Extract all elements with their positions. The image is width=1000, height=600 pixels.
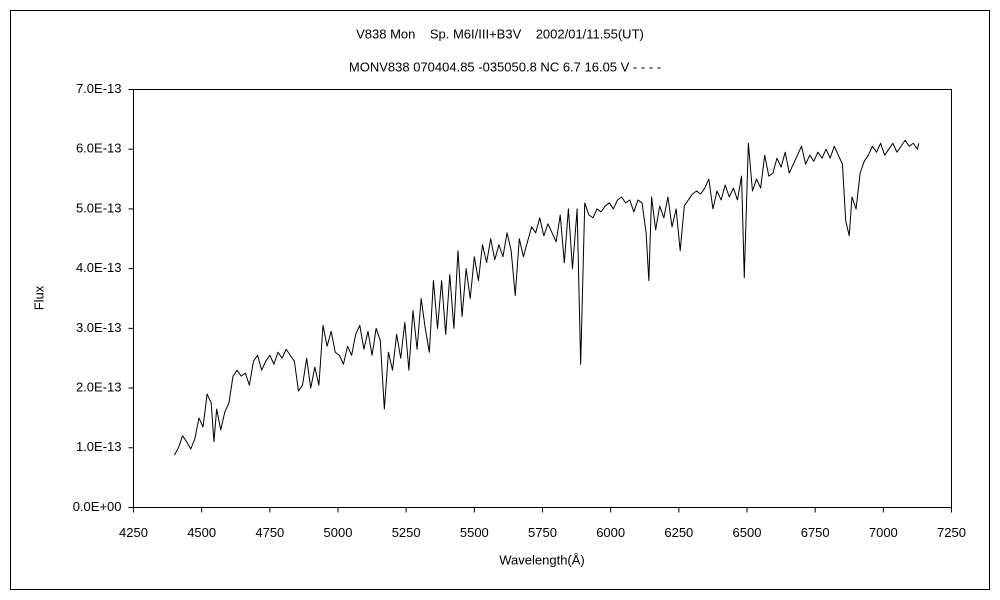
y-tick-label: 4.0E-13 bbox=[76, 260, 122, 275]
x-tick-label: 5250 bbox=[392, 525, 421, 540]
x-tick-label: 5500 bbox=[460, 525, 489, 540]
y-tick-label: 3.0E-13 bbox=[76, 320, 122, 335]
x-tick-label: 4750 bbox=[255, 525, 284, 540]
x-tick-label: 4500 bbox=[187, 525, 216, 540]
x-tick-label: 6000 bbox=[596, 525, 625, 540]
x-tick-label: 6250 bbox=[664, 525, 693, 540]
y-axis-label: Flux bbox=[31, 285, 46, 310]
y-tick-label: 7.0E-13 bbox=[76, 81, 122, 96]
plot-area bbox=[133, 89, 952, 508]
y-tick-label: 0.0E+00 bbox=[73, 499, 122, 514]
x-axis-label: Wavelength(Å) bbox=[499, 552, 585, 567]
x-tick-label: 6500 bbox=[733, 525, 762, 540]
y-tick-label: 5.0E-13 bbox=[76, 200, 122, 215]
chart-subtitle: MONV838 070404.85 -035050.8 NC 6.7 16.05… bbox=[349, 59, 661, 74]
y-tick-label: 1.0E-13 bbox=[76, 439, 122, 454]
x-tick-label: 5750 bbox=[528, 525, 557, 540]
x-tick-label: 7000 bbox=[869, 525, 898, 540]
x-tick-label: 7250 bbox=[937, 525, 966, 540]
chart-title: V838 Mon Sp. M6I/III+B3V 2002/01/11.55(U… bbox=[356, 26, 644, 41]
x-tick-label: 4250 bbox=[119, 525, 148, 540]
spectrum-line bbox=[173, 139, 920, 456]
x-tick-label: 6750 bbox=[801, 525, 830, 540]
x-tick-label: 5000 bbox=[324, 525, 353, 540]
y-tick-label: 6.0E-13 bbox=[76, 141, 122, 156]
y-tick-label: 2.0E-13 bbox=[76, 380, 122, 395]
